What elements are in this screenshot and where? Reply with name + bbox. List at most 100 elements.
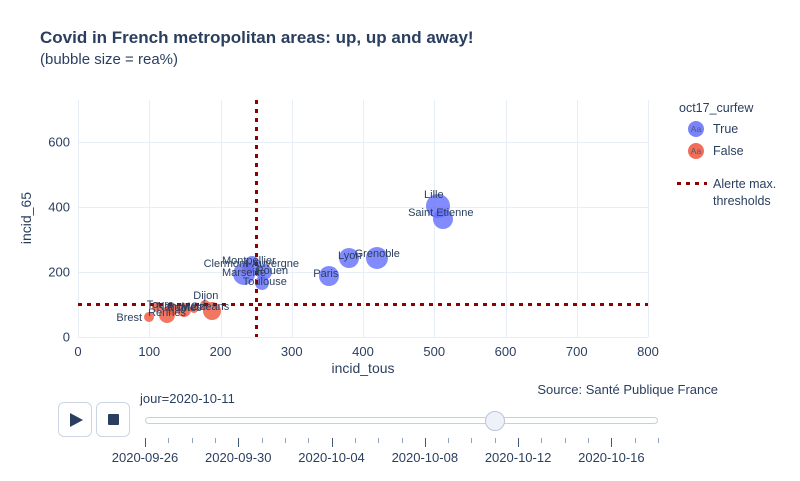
- gridline-x: [648, 100, 649, 337]
- gridline-y: [78, 206, 648, 208]
- bubble-orleans[interactable]: [202, 301, 221, 320]
- y-axis-title: incid_65: [18, 192, 34, 245]
- slider-date-label[interactable]: 2020-10-12: [484, 450, 552, 465]
- legend-title: oct17_curfew: [679, 101, 754, 115]
- play-icon: [70, 412, 83, 427]
- bubble-label-lyon: Lyon: [338, 250, 362, 262]
- gridline-x: [149, 100, 151, 337]
- stop-button[interactable]: [96, 402, 130, 437]
- bubble-lyon[interactable]: [338, 248, 359, 268]
- bubble-label-orleans: Orleans: [190, 300, 230, 313]
- source-annotation: Source: Santé Publique France: [537, 382, 718, 397]
- bubble-label-dijon: Dijon: [193, 290, 219, 303]
- slider-tick: [658, 438, 659, 443]
- plot-area[interactable]: 0 100 200 300 400 500 600 700 800 0 200 400 600 Clerm…: [48, 100, 659, 359]
- gridline-y: [78, 141, 648, 143]
- dotted-line-icon: [677, 182, 707, 185]
- slider-current-value: jour=2020-10-11: [140, 391, 235, 406]
- gridline-y: [78, 271, 648, 273]
- bubble-metz[interactable]: [190, 305, 199, 314]
- play-button[interactable]: [58, 402, 92, 437]
- slider-date-label[interactable]: 2020-09-30: [205, 450, 272, 465]
- x-tick-label: 100: [138, 344, 161, 359]
- threshold-line-vertical: [254, 100, 258, 337]
- bubble-rouen[interactable]: [255, 263, 272, 280]
- slider-tick: [401, 438, 403, 443]
- slider-date-label[interactable]: 2020-10-08: [391, 450, 459, 465]
- bubble-tours[interactable]: [152, 302, 163, 313]
- y-tick-label: 600: [48, 134, 70, 150]
- slider-tick: [494, 438, 496, 443]
- bubble-label-montpellier: Montpellier: [221, 254, 276, 267]
- x-tick-label: 600: [494, 344, 517, 359]
- slider-tick: [634, 438, 636, 443]
- bubble-label-tours: Tours: [146, 299, 174, 312]
- bubble-label-nantes: Nantes: [166, 302, 202, 315]
- bubble-label-grenoble: Grenoble: [354, 248, 400, 260]
- bubble-paris[interactable]: [318, 265, 339, 286]
- bubble-saint-etienne[interactable]: [432, 208, 453, 229]
- slider-tick: [518, 438, 520, 447]
- legend-item-false-label: False: [713, 144, 744, 158]
- slider-tick: [284, 438, 286, 443]
- bubble-toulouse[interactable]: [254, 276, 269, 291]
- slider-tick: [378, 438, 380, 443]
- legend-item-false[interactable]: Aa False: [677, 143, 795, 159]
- bubble-grenoble[interactable]: [366, 247, 389, 269]
- bubble-label-nancy: Nancy: [156, 301, 188, 314]
- legend-item-true[interactable]: Aa True: [677, 121, 795, 137]
- y-tick-label: 0: [62, 329, 70, 345]
- slider-tick: [331, 438, 333, 447]
- threshold-line-horizontal: [78, 302, 648, 306]
- chart-subtitle: (bubble size = rea%): [40, 51, 178, 68]
- bubble-label-clermont-auvergne: Clermont-Auvergne: [203, 258, 299, 271]
- slider-tick: [238, 438, 240, 447]
- slider-tick: [611, 438, 613, 447]
- x-tick-label: 500: [423, 344, 446, 359]
- slider-date-label[interactable]: 2020-10-16: [578, 450, 645, 465]
- slider-tick: [424, 438, 426, 447]
- y-tick-label: 400: [48, 199, 70, 215]
- slider-tick-row: [145, 438, 659, 450]
- slider-date-label[interactable]: 2020-10-04: [298, 450, 365, 465]
- slider-tick: [471, 438, 473, 443]
- bubble-brest[interactable]: [144, 311, 155, 322]
- gridline-x: [363, 100, 364, 337]
- slider-date-label[interactable]: 2020-09-26: [111, 450, 179, 465]
- false-marker-icon: Aa: [688, 143, 704, 159]
- slider-tick: [191, 438, 193, 443]
- bubble-rennes[interactable]: [159, 306, 176, 323]
- slider-date-labels: 2020-09-26 2020-09-30 2020-10-04 2020-10-08…: [112, 450, 658, 466]
- bubble-label-metz: Metz: [181, 301, 206, 314]
- bubble-label-rouen: Rouen: [255, 264, 289, 277]
- legend-item-threshold[interactable]: Alerte max. thresholds: [677, 176, 795, 210]
- chart-title: Covid in French metropolitan areas: up, …: [40, 28, 474, 47]
- bubble-marseille[interactable]: [233, 262, 255, 285]
- x-tick-label: 400: [352, 344, 374, 359]
- threshold-label-line1: Alerte max.: [713, 177, 777, 191]
- stop-icon: [107, 414, 119, 425]
- true-marker-icon: Aa: [688, 121, 704, 137]
- slider-tick: [214, 438, 216, 443]
- bubble-label-lille: Lille: [424, 188, 444, 201]
- slider-handle[interactable]: [484, 411, 505, 431]
- slider-tick: [354, 438, 356, 443]
- x-tick-label: 300: [280, 344, 303, 359]
- slider-track[interactable]: [145, 417, 658, 424]
- x-axis-title: incid_tous: [331, 360, 395, 376]
- slider-tick: [308, 438, 310, 443]
- slider-tick: [448, 438, 450, 443]
- bubble-label-saint-etienne: Saint Etienne: [408, 206, 474, 219]
- gridline-x: [576, 100, 578, 337]
- slider-tick: [588, 438, 590, 443]
- bubble-label-marseille: Marseille: [221, 266, 267, 279]
- slider-tick: [168, 438, 170, 443]
- slider-tick: [564, 438, 566, 443]
- bubble-label-rennes: Rennes: [148, 306, 187, 319]
- slider-tick: [145, 438, 146, 447]
- bubble-nantes[interactable]: [177, 303, 192, 318]
- gridline-x: [78, 100, 79, 337]
- bubble-label-toulouse: Toulouse: [242, 276, 287, 289]
- y-tick-label: 200: [48, 264, 70, 280]
